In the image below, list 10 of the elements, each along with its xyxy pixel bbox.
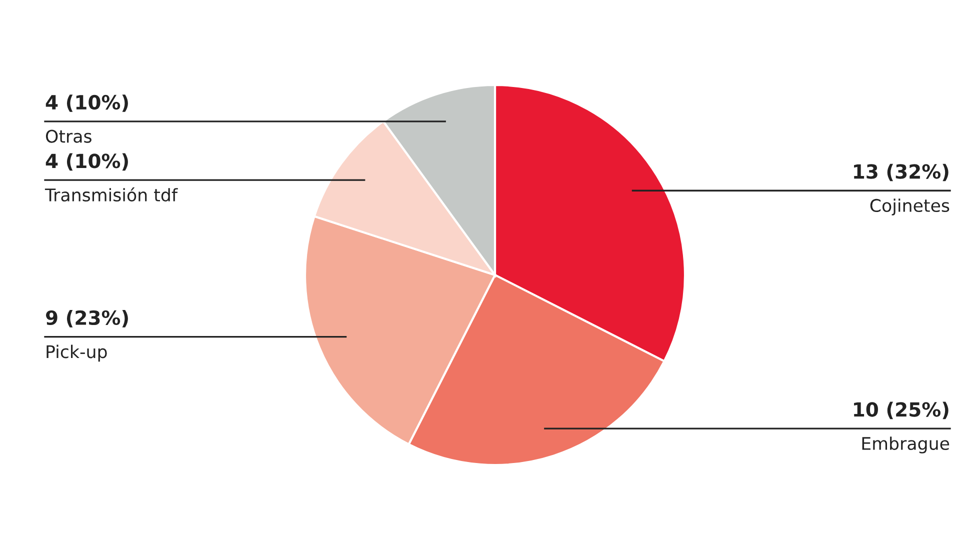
- slice-label: Pick-up: [46, 344, 107, 362]
- data-label: 9 (23%): [46, 310, 128, 328]
- slice-label: Cojinetes: [870, 198, 950, 216]
- slice-label: Otras: [46, 130, 92, 143]
- slice-label: Transmisión tdf: [44, 187, 178, 202]
- data-label: 4 (10%): [46, 153, 128, 171]
- data-label: 13 (32%): [854, 164, 948, 182]
- data-label: 10 (25%): [854, 402, 948, 420]
- slice-label: Embrague: [862, 436, 950, 454]
- data-label: 4 (10%): [46, 94, 128, 112]
